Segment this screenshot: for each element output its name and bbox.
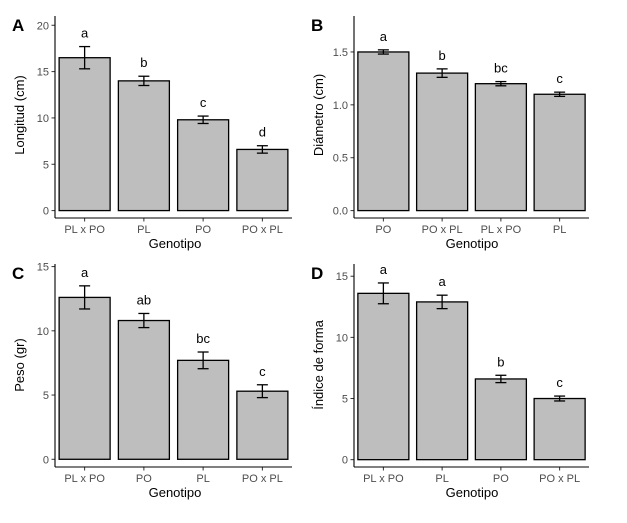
x-tick-label: PO [493,473,509,485]
x-axis-title: Genotipo [446,236,499,251]
x-tick-label: PO [375,224,391,236]
x-tick-label: PL x PO [64,473,105,485]
panel-a: A Longitud (cm) Genotipo a PL x PO b PL c PO d… [12,16,292,251]
significance-label: b [140,55,147,70]
x-tick-label: PO [136,473,152,485]
bar [58,57,111,212]
y-axis-title: Diámetro (cm) [311,74,326,156]
bar [58,296,111,460]
x-tick-label: PO x PL [242,224,283,236]
x-tick-label: PL [553,224,566,236]
significance-label: a [380,29,388,44]
panel-d: D Índice de forma Genotipo a PL x PO a PL b P… [311,262,589,500]
y-tick-label: 10 [37,326,49,338]
panel-c: C Peso (gr) Genotipo a PL x PO ab PO bc PL c PO… [12,262,292,500]
y-tick-label: 0 [43,206,49,218]
bar [357,51,410,212]
x-tick-label: PO x PL [422,224,463,236]
x-tick-label: PL [137,224,150,236]
bar [533,397,586,461]
bar [474,83,528,212]
y-tick-label: 5 [43,390,49,402]
bar [474,378,528,461]
significance-label: a [439,274,447,289]
y-axis-title: Longitud (cm) [12,75,27,154]
x-tick-label: PO x PL [539,473,580,485]
y-tick-label: 15 [37,67,49,79]
y-tick-label: 0 [43,454,49,466]
significance-label: bc [494,61,508,76]
bar [236,148,289,212]
significance-label: a [81,265,89,280]
significance-label: b [439,48,446,63]
x-tick-label: PL x PO [64,224,105,236]
x-tick-label: PL x PO [363,473,404,485]
x-tick-label: PO x PL [242,473,283,485]
y-tick-label: 1.0 [333,100,348,112]
y-tick-label: 20 [37,20,49,32]
bar [117,319,171,460]
bar [236,390,289,460]
y-tick-label: 5 [43,159,49,171]
y-tick-label: 5 [342,394,348,406]
x-tick-label: PL x PO [481,224,522,236]
significance-label: d [259,125,266,140]
y-tick-label: 1.5 [333,47,348,59]
bar [415,72,469,212]
y-tick-label: 15 [37,262,49,274]
x-axis-title: Genotipo [149,236,202,251]
panel-letter: B [311,16,323,35]
significance-label: c [556,375,563,390]
x-axis-title: Genotipo [149,485,202,500]
y-axis-title: Índice de forma [311,319,326,409]
panel-b: B Diámetro (cm) Genotipo a PO b PO x PL bc PL… [311,16,589,251]
panel-letter: D [311,264,323,283]
x-tick-label: PL [435,473,448,485]
significance-label: a [380,262,388,277]
panel-letter: C [12,264,24,283]
bar [117,80,171,212]
bar [176,119,230,212]
y-tick-label: 0 [342,455,348,467]
x-tick-label: PO [195,224,211,236]
bar [415,301,469,461]
significance-label: ab [137,292,151,307]
significance-label: b [497,354,504,369]
y-axis-title: Peso (gr) [12,338,27,391]
x-tick-label: PL [196,473,209,485]
bar [176,359,230,460]
significance-label: a [81,26,89,41]
bar [533,93,586,212]
significance-label: bc [196,331,210,346]
y-tick-label: 15 [336,271,348,283]
y-tick-label: 10 [37,113,49,125]
x-axis-title: Genotipo [446,485,499,500]
significance-label: c [200,95,207,110]
y-tick-label: 0.0 [333,206,348,218]
y-tick-label: 10 [336,332,348,344]
panel-letter: A [12,16,24,35]
bar [357,292,410,461]
y-tick-label: 0.5 [333,153,348,165]
significance-label: c [259,364,266,379]
significance-label: c [556,71,563,86]
